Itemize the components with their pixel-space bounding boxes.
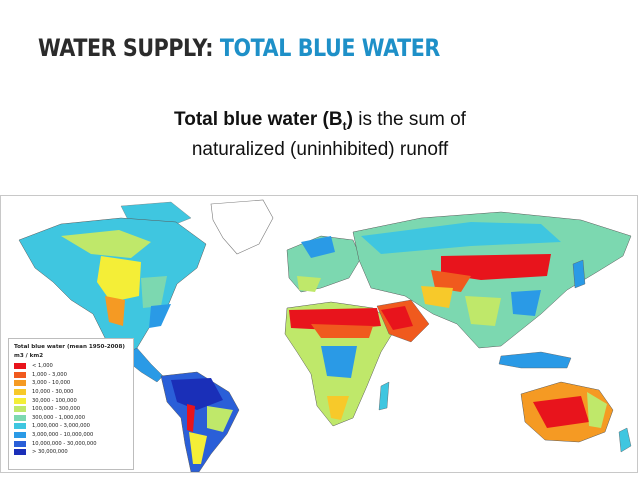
legend-item: 3,000 - 10,000	[14, 379, 128, 388]
greenland	[210, 199, 274, 255]
legend-label: 3,000,000 - 10,000,000	[32, 432, 94, 439]
legend-swatch	[14, 440, 26, 447]
legend-label: < 1,000	[32, 363, 53, 370]
legend-swatch	[14, 389, 26, 396]
japan	[572, 259, 586, 289]
subtitle-subscript: t	[342, 118, 347, 133]
legend-item: 1,000,000 - 3,000,000	[14, 422, 128, 431]
slide-title-main: WATER SUPPLY:	[38, 34, 220, 62]
subtitle-term: Total blue water (B	[174, 109, 343, 130]
legend-label: 1,000,000 - 3,000,000	[32, 423, 90, 430]
world-map-graphic	[1, 196, 637, 472]
legend-item: 30,000 - 100,000	[14, 396, 128, 405]
legend-swatch	[14, 432, 26, 439]
madagascar	[378, 381, 390, 411]
legend-item: 3,000,000 - 10,000,000	[14, 431, 128, 440]
legend-item: 10,000,000 - 30,000,000	[14, 439, 128, 448]
legend-unit: m3 / km2	[14, 353, 44, 359]
legend-label: 3,000 - 10,000	[32, 380, 71, 387]
slide-title-accent: TOTAL BLUE WATER	[219, 34, 440, 62]
subtitle-line-2: naturalized (uninhibited) runoff	[191, 138, 449, 160]
legend-item: > 30,000,000	[14, 448, 128, 457]
subtitle-line-1: Total blue water (Bt) is the sum of	[130, 108, 510, 138]
legend-swatch	[14, 363, 26, 370]
legend-item: < 1,000	[14, 362, 128, 371]
legend-label: > 30,000,000	[32, 449, 68, 456]
legend-item: 1,000 - 3,000	[14, 371, 128, 380]
legend-label: 10,000 - 30,000	[32, 389, 74, 396]
legend-item: 10,000 - 30,000	[14, 388, 128, 397]
legend-swatch	[14, 406, 26, 413]
legend-title: Total blue water (mean 1950-2008)	[14, 344, 125, 350]
legend-swatch	[14, 371, 26, 378]
legend-swatch	[14, 449, 26, 456]
legend-swatch	[14, 397, 26, 404]
subtitle-line-1-rest: is the sum of	[352, 109, 466, 130]
subtitle-paren: )	[346, 109, 353, 130]
legend-swatch	[14, 380, 26, 387]
map-legend: Total blue water (mean 1950-2008) m3 / k…	[8, 338, 134, 470]
se-asia-islands	[498, 351, 572, 369]
legend-label: 100,000 - 300,000	[32, 406, 81, 413]
legend-label: 10,000,000 - 30,000,000	[32, 440, 97, 447]
world-map	[0, 195, 638, 473]
slide-subtitle: Total blue water (Bt) is the sum of natu…	[130, 108, 510, 162]
legend-item: 300,000 - 1,000,000	[14, 414, 128, 423]
legend-list: < 1,000 1,000 - 3,000 3,000 - 10,000 10,000…	[14, 362, 128, 457]
legend-label: 1,000 - 3,000	[32, 371, 67, 378]
legend-swatch	[14, 423, 26, 430]
legend-label: 300,000 - 1,000,000	[32, 414, 86, 421]
legend-swatch	[14, 414, 26, 421]
legend-item: 100,000 - 300,000	[14, 405, 128, 414]
slide-title: WATER SUPPLY: TOTAL BLUE WATER	[38, 34, 440, 62]
new-zealand	[618, 427, 632, 453]
legend-label: 30,000 - 100,000	[32, 397, 77, 404]
